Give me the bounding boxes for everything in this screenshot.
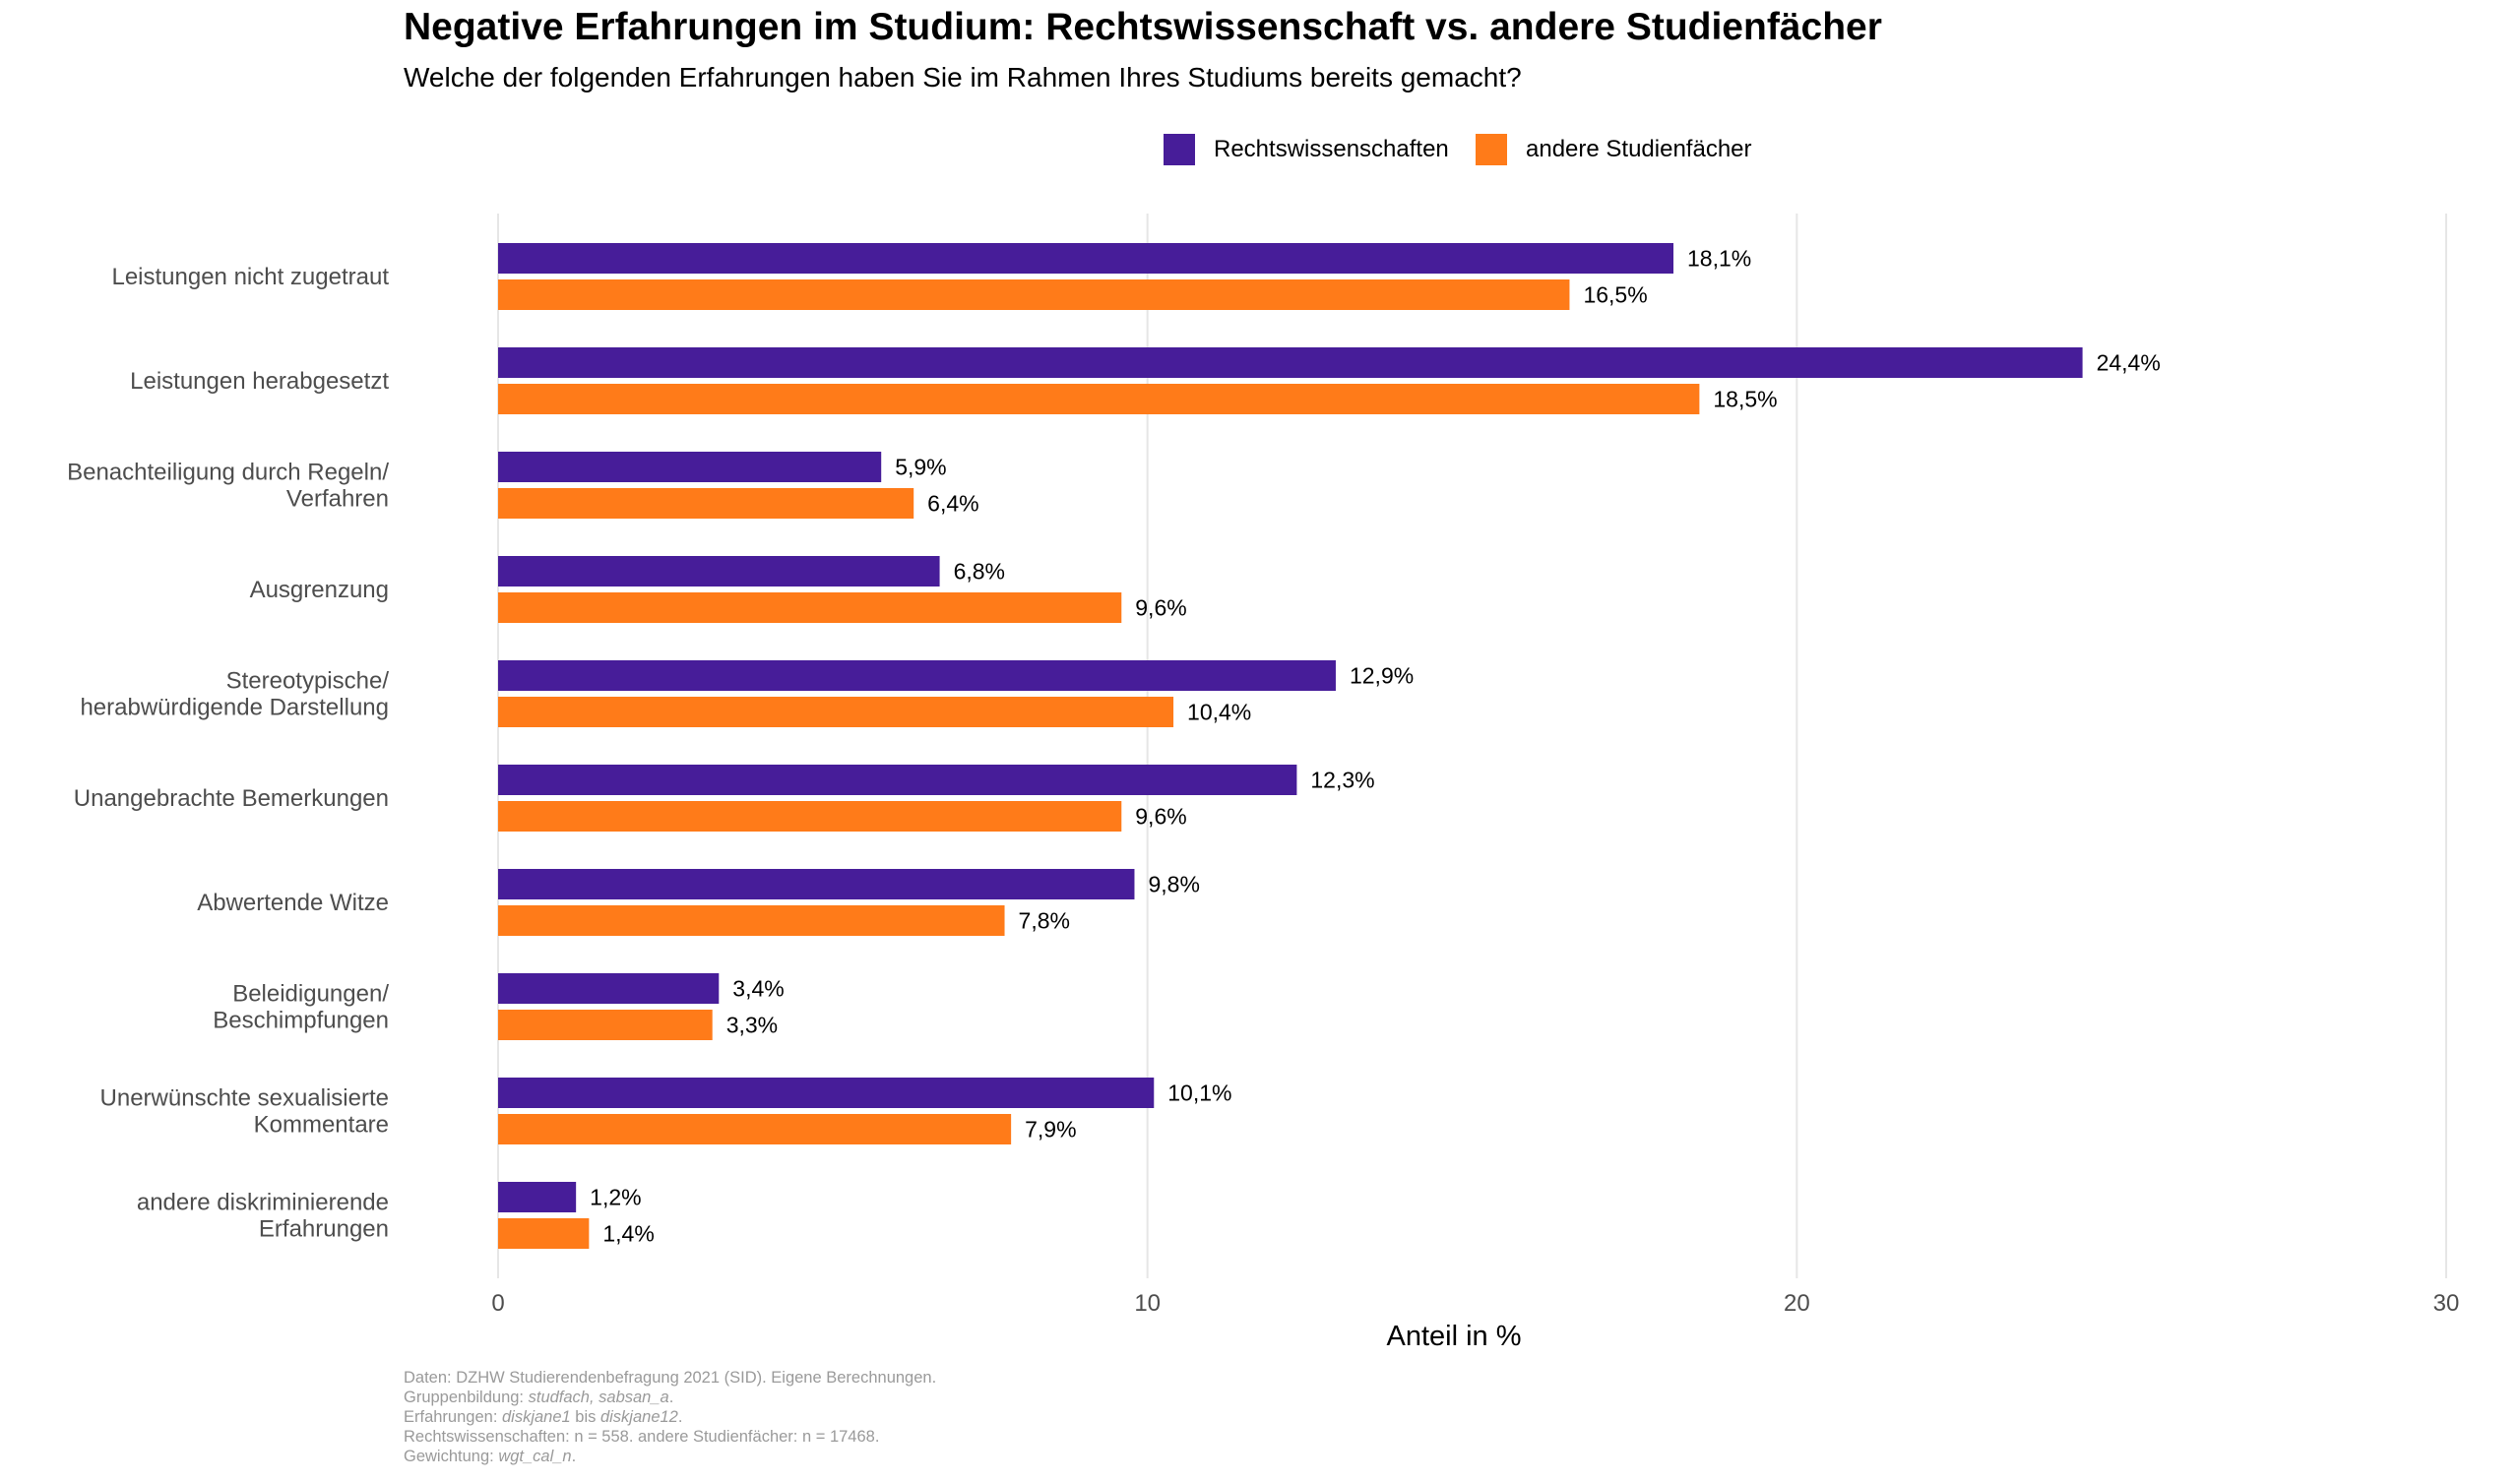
value-label: 7,9% <box>1025 1117 1076 1142</box>
bar-rechtswissenschaften <box>498 347 2083 378</box>
legend-label: andere Studienfächer <box>1526 136 1752 162</box>
chart-title: Negative Erfahrungen im Studium: Rechtsw… <box>404 6 1882 48</box>
value-label: 1,4% <box>602 1221 654 1247</box>
category-label: Unerwünschte sexualisierte <box>100 1085 389 1112</box>
x-tick-label: 30 <box>2433 1290 2460 1317</box>
x-axis-title: Anteil in % <box>1386 1321 1521 1352</box>
bar-andere-studienfaecher <box>498 905 1005 936</box>
category-label: Beleidigungen/ <box>232 981 389 1008</box>
value-label: 6,4% <box>927 491 978 517</box>
bar-andere-studienfaecher <box>498 279 1570 310</box>
bar-andere-studienfaecher <box>498 1218 590 1249</box>
caption-line: Daten: DZHW Studierendenbefragung 2021 (… <box>404 1369 937 1387</box>
bar-andere-studienfaecher <box>498 1114 1012 1144</box>
value-label: 10,4% <box>1187 700 1251 725</box>
value-label: 9,8% <box>1148 872 1199 897</box>
bar-rechtswissenschaften <box>498 452 882 482</box>
bar-rechtswissenschaften <box>498 973 720 1004</box>
caption-line: Gruppenbildung: studfach, sabsan_a. <box>404 1389 674 1406</box>
bar-rechtswissenschaften <box>498 765 1297 795</box>
caption: Daten: DZHW Studierendenbefragung 2021 (… <box>404 1368 936 1466</box>
bar-andere-studienfaecher <box>498 697 1174 727</box>
category-label: Abwertende Witze <box>197 890 389 916</box>
value-label: 16,5% <box>1583 282 1647 308</box>
x-tick-label: 0 <box>491 1290 504 1317</box>
value-label: 12,3% <box>1310 768 1374 793</box>
legend-swatch-purple <box>1164 134 1195 165</box>
category-label: Ausgrenzung <box>250 577 389 603</box>
bar-andere-studienfaecher <box>498 592 1122 623</box>
value-label: 10,1% <box>1167 1081 1231 1106</box>
category-label: Verfahren <box>286 486 389 513</box>
value-label: 12,9% <box>1350 663 1414 689</box>
caption-line: Gewichtung: wgt_cal_n. <box>404 1448 577 1465</box>
x-tick-label: 10 <box>1134 1290 1161 1317</box>
category-label: Kommentare <box>254 1112 389 1139</box>
category-label: herabwürdigende Darstellung <box>80 695 389 721</box>
bar-rechtswissenschaften <box>498 660 1336 691</box>
value-label: 18,5% <box>1713 387 1777 412</box>
value-label: 3,3% <box>726 1013 778 1038</box>
bar-rechtswissenschaften <box>498 1078 1155 1108</box>
category-label: Erfahrungen <box>259 1216 389 1243</box>
legend-item-rechtswissenschaften: Rechtswissenschaften <box>1164 134 1449 165</box>
bar-rechtswissenschaften <box>498 556 940 587</box>
bar-andere-studienfaecher <box>498 801 1122 832</box>
value-label: 24,4% <box>2097 350 2161 376</box>
value-label: 9,6% <box>1135 595 1186 621</box>
value-label: 6,8% <box>954 559 1005 585</box>
category-label: Unangebrachte Bemerkungen <box>74 785 389 812</box>
bar-andere-studienfaecher <box>498 488 914 519</box>
value-label: 5,9% <box>895 455 946 480</box>
category-label: andere diskriminierende <box>137 1190 389 1216</box>
legend-swatch-orange <box>1476 134 1507 165</box>
legend-label: Rechtswissenschaften <box>1214 136 1449 162</box>
value-label: 7,8% <box>1019 908 1070 934</box>
bar-rechtswissenschaften <box>498 243 1673 274</box>
bar-rechtswissenschaften <box>498 1182 577 1212</box>
legend-item-andere-studienfaecher: andere Studienfächer <box>1476 134 1752 165</box>
bar-andere-studienfaecher <box>498 1010 713 1040</box>
caption-line: Erfahrungen: diskjane1 bis diskjane12. <box>404 1408 683 1426</box>
caption-line: Rechtswissenschaften: n = 558. andere St… <box>404 1428 880 1446</box>
x-tick-label: 20 <box>1784 1290 1810 1317</box>
bar-rechtswissenschaften <box>498 869 1135 899</box>
chart-subtitle: Welche der folgenden Erfahrungen haben S… <box>404 62 1522 93</box>
value-label: 18,1% <box>1687 246 1751 272</box>
value-label: 1,2% <box>590 1185 641 1210</box>
bar-andere-studienfaecher <box>498 384 1700 414</box>
value-label: 9,6% <box>1135 804 1186 830</box>
category-label: Beschimpfungen <box>213 1008 389 1034</box>
category-label: Leistungen nicht zugetraut <box>111 264 389 290</box>
value-label: 3,4% <box>732 976 784 1002</box>
category-label: Stereotypische/ <box>226 668 390 695</box>
category-label: Leistungen herabgesetzt <box>130 368 389 395</box>
category-label: Benachteiligung durch Regeln/ <box>67 460 389 486</box>
